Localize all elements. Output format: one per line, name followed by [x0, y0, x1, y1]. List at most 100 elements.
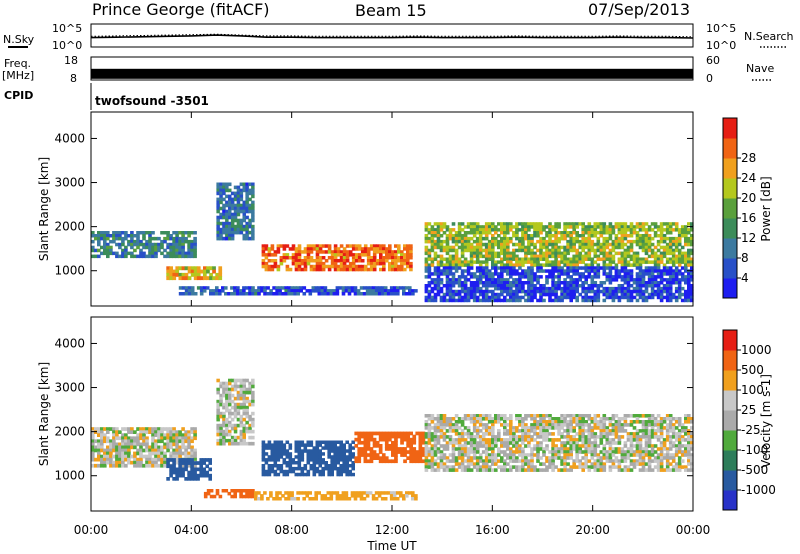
echo-cell: [497, 429, 501, 433]
echo-cell: [602, 289, 607, 294]
echo-cell: [509, 414, 513, 418]
echo-cell: [436, 292, 441, 297]
echo-cell: [536, 231, 540, 235]
echo-cell: [230, 224, 235, 229]
echo-cell: [581, 222, 585, 226]
echo-cell: [225, 438, 229, 443]
echo-cell: [379, 256, 383, 260]
echo-cell: [524, 423, 528, 427]
echo-cell: [506, 260, 510, 264]
echo-cell: [503, 239, 507, 244]
echo-cell: [620, 292, 625, 297]
echo-cell: [635, 257, 640, 261]
echo-cell: [393, 289, 397, 293]
echo-cell: [460, 251, 465, 256]
echo-cell: [384, 440, 389, 445]
echo-cell: [659, 225, 664, 229]
echo-cell: [225, 432, 229, 437]
echo-cell: [578, 222, 582, 226]
echo-cell: [575, 231, 579, 235]
echo-cell: [118, 454, 122, 459]
echo-cell: [596, 456, 601, 460]
echo-cell: [530, 234, 534, 238]
echo-cell: [478, 414, 483, 418]
echo-cell: [451, 295, 456, 300]
echo-cell: [677, 260, 682, 264]
echo-cell: [175, 245, 179, 250]
echo-cell: [563, 286, 567, 291]
echo-cell: [497, 251, 501, 256]
echo-cell: [575, 423, 579, 427]
echo-cell: [548, 254, 552, 259]
echo-cell: [500, 286, 504, 291]
echo-cell: [512, 298, 516, 303]
echo-cell: [515, 444, 519, 448]
echo-cell: [148, 457, 152, 462]
echo-cell: [626, 234, 631, 238]
echo-cell: [160, 439, 164, 444]
echo-cell: [542, 438, 546, 442]
echo-cell: [384, 444, 389, 448]
echo-cell: [548, 298, 552, 303]
echo-cell: [478, 286, 483, 291]
echo-cell: [222, 405, 226, 410]
echo-cell: [659, 289, 664, 294]
echo-cell: [463, 284, 468, 288]
echo-cell: [225, 429, 229, 434]
echo-cell: [605, 278, 610, 282]
echo-cell: [245, 194, 249, 199]
echo-cell: [509, 432, 513, 436]
echo-cell: [380, 286, 385, 290]
echo-cell: [551, 269, 555, 273]
echo-cell: [193, 239, 197, 244]
echo-cell: [548, 272, 552, 276]
echo-cell: [219, 429, 223, 434]
echo-cell: [566, 453, 570, 457]
echo-cell: [163, 445, 167, 450]
echo-cell: [551, 459, 555, 463]
echo-cell: [460, 444, 465, 448]
echo-cell: [593, 272, 598, 276]
echo-cell: [599, 225, 604, 229]
echo-cell: [412, 434, 417, 439]
echo-cell: [475, 420, 480, 424]
echo-cell: [360, 264, 365, 269]
echo-cell: [608, 423, 613, 427]
echo-cell: [584, 266, 588, 270]
echo-cell: [215, 276, 219, 281]
echo-cell: [317, 289, 322, 293]
echo-cell: [427, 438, 432, 442]
echo-cell: [236, 396, 241, 401]
echo-cell: [394, 434, 398, 439]
echo-cell: [442, 225, 447, 229]
echo-cell: [267, 472, 272, 477]
echo-cell: [617, 468, 622, 472]
echo-cell: [533, 263, 537, 267]
echo-cell: [94, 234, 98, 238]
echo-cell: [127, 445, 131, 450]
echo-cell: [590, 435, 595, 439]
echo-cell: [151, 451, 155, 456]
echo-cell: [542, 417, 546, 421]
echo-cell: [460, 272, 465, 276]
echo-cell: [430, 234, 435, 238]
echo-cell: [497, 281, 501, 285]
echo-cell: [374, 292, 379, 296]
echo-cell: [587, 465, 592, 469]
echo-cell: [548, 231, 552, 235]
echo-cell: [187, 433, 191, 437]
echo-cell: [436, 228, 441, 232]
echo-cell: [363, 253, 368, 257]
echo-cell: [350, 289, 355, 293]
echo-cell: [454, 281, 459, 285]
echo-cell: [457, 292, 462, 297]
echo-cell: [219, 441, 223, 446]
echo-cell: [469, 251, 474, 256]
echo-cell: [647, 239, 652, 244]
echo-cell: [442, 417, 447, 421]
echo-cell: [439, 426, 444, 430]
echo-cell: [481, 242, 486, 247]
echo-cell: [632, 438, 637, 442]
echo-cell: [533, 414, 537, 418]
echo-cell: [608, 450, 613, 454]
